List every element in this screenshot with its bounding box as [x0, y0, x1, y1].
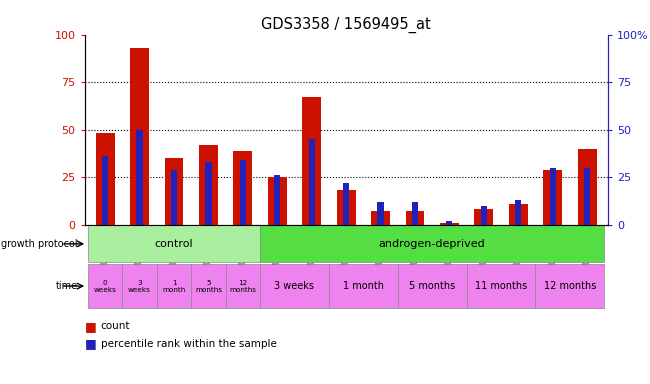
Text: androgen-deprived: androgen-deprived — [379, 239, 486, 249]
Bar — [578, 149, 597, 225]
Bar — [440, 223, 459, 225]
Bar — [309, 139, 315, 225]
Bar — [337, 190, 356, 225]
Bar — [447, 221, 452, 225]
Text: control: control — [155, 239, 193, 249]
Bar — [549, 168, 556, 225]
Bar — [398, 264, 467, 308]
Bar — [412, 202, 418, 225]
Bar — [122, 264, 157, 308]
Text: 3
weeks: 3 weeks — [128, 280, 151, 293]
Text: 1 month: 1 month — [343, 281, 384, 291]
Text: growth protocol: growth protocol — [1, 239, 78, 249]
Bar — [274, 175, 280, 225]
Text: time: time — [56, 281, 78, 291]
Bar — [205, 162, 211, 225]
Bar — [406, 211, 424, 225]
Bar — [584, 168, 590, 225]
Bar — [378, 202, 384, 225]
Bar — [164, 158, 183, 225]
Bar — [96, 133, 114, 225]
Text: 3 weeks: 3 weeks — [274, 281, 315, 291]
Bar — [515, 200, 521, 225]
Bar — [467, 264, 536, 308]
Bar — [199, 145, 218, 225]
Bar — [130, 48, 149, 225]
Text: percentile rank within the sample: percentile rank within the sample — [101, 339, 277, 349]
Bar — [474, 209, 493, 225]
Bar — [343, 183, 349, 225]
Text: 5 months: 5 months — [409, 281, 455, 291]
Bar — [481, 206, 487, 225]
Text: ■: ■ — [84, 337, 96, 350]
Text: ■: ■ — [84, 320, 96, 333]
Text: 12 months: 12 months — [543, 281, 596, 291]
Bar — [226, 264, 260, 308]
Bar — [371, 211, 390, 225]
Text: 0
weeks: 0 weeks — [94, 280, 116, 293]
Bar — [543, 169, 562, 225]
Bar — [102, 156, 109, 225]
Text: 11 months: 11 months — [475, 281, 527, 291]
Bar — [260, 264, 329, 308]
Bar — [240, 160, 246, 225]
Bar — [157, 264, 191, 308]
Bar — [136, 130, 143, 225]
Bar — [302, 97, 321, 225]
Bar — [233, 151, 252, 225]
Text: 12
months: 12 months — [229, 280, 256, 293]
Bar — [268, 177, 287, 225]
Text: 5
months: 5 months — [195, 280, 222, 293]
Bar — [329, 264, 398, 308]
Bar — [191, 264, 226, 308]
Bar — [260, 225, 604, 262]
Bar — [536, 264, 605, 308]
Bar — [88, 225, 260, 262]
Title: GDS3358 / 1569495_at: GDS3358 / 1569495_at — [261, 17, 431, 33]
Bar — [509, 204, 528, 225]
Bar — [171, 169, 177, 225]
Bar — [88, 264, 122, 308]
Text: 1
month: 1 month — [162, 280, 186, 293]
Text: count: count — [101, 321, 130, 331]
